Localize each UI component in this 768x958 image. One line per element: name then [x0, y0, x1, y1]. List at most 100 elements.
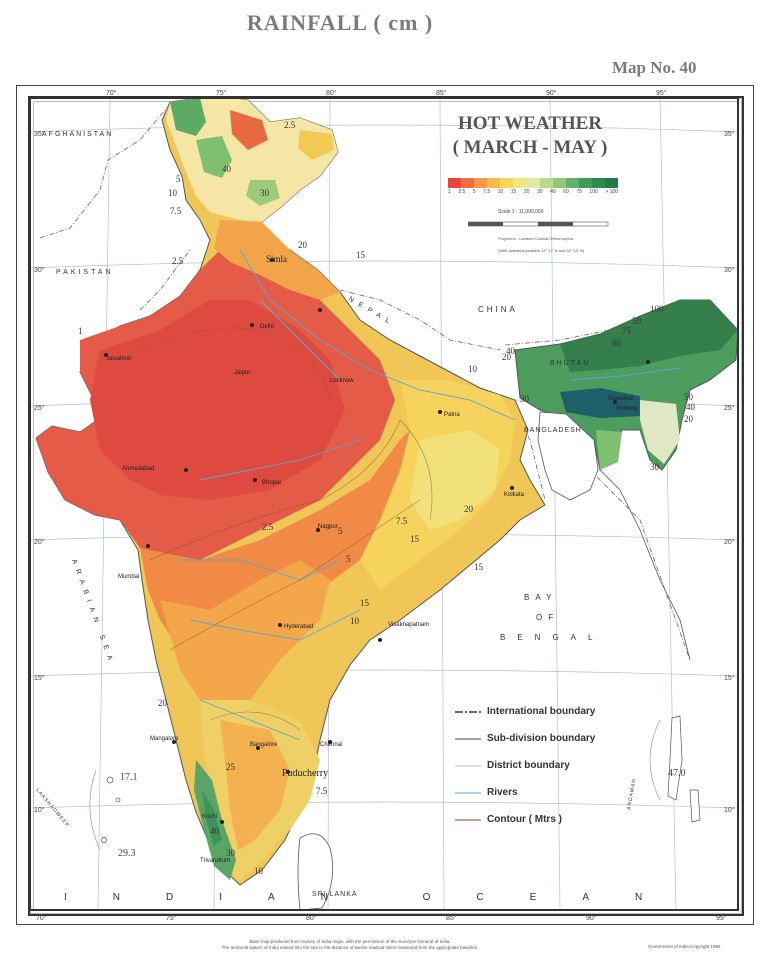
lon-label-70: 70°	[106, 89, 117, 97]
isohyet-label: 2.5	[262, 522, 274, 532]
label-bay-3: BENGAL	[500, 633, 604, 642]
isohyet-label: 15	[474, 562, 484, 572]
isohyet-label: 10	[168, 188, 178, 198]
scale-swatch	[500, 178, 514, 188]
scale-class-label: 1	[448, 189, 451, 195]
andaman-bracket	[649, 719, 661, 801]
legend-district-symbol	[455, 765, 481, 766]
isohyet-label: 30	[260, 188, 270, 198]
legend-international-symbol	[455, 710, 481, 713]
scale-class-label: 2.5	[458, 189, 466, 195]
map-legend: International boundary Sub-division boun…	[455, 698, 595, 833]
legend-contour-symbol	[455, 819, 481, 820]
map-title-line1: HOT WEATHER	[457, 113, 603, 134]
place-trivandrum: Trivandrum	[200, 858, 230, 864]
sri-lanka-outline	[297, 833, 334, 910]
lat-label-25: 25°	[34, 404, 45, 412]
scale-class-label: 20	[523, 189, 530, 195]
label-bangladesh: BANGLADESH	[524, 427, 582, 434]
isohyet-label: 5	[338, 526, 343, 536]
lat-label-30-right: 30°	[724, 266, 735, 274]
isohyet-label: 50	[684, 392, 694, 402]
scale-class-label: 60	[563, 189, 569, 195]
isohyet-label: 1	[78, 326, 83, 336]
footer-line-1: Base map produced from Survey of India m…	[249, 939, 451, 944]
legend-item: District boundary	[455, 752, 595, 779]
india-landmass	[35, 98, 546, 886]
lat-label-20: 20°	[34, 538, 45, 546]
label-bhutan: BHUTAN	[550, 360, 590, 367]
label-afghanistan: AFGHANISTAN	[42, 131, 113, 138]
rainfall-scale-labels: 1 2.5 5 7.5 10 15 20 30 40 60 75 100 > 100	[448, 189, 618, 195]
isohyet-label: 2.5	[172, 256, 184, 266]
isohyet-label: 20	[298, 240, 308, 250]
isohyet-label: 20	[684, 414, 694, 424]
lat-label-35: 35°	[34, 130, 45, 138]
isohyet-label: 30	[226, 848, 236, 858]
legend-label: International boundary	[487, 706, 596, 717]
legend-item: Rivers	[455, 779, 595, 806]
legend-rivers-symbol	[455, 792, 481, 793]
islands	[101, 715, 701, 843]
place-ahmedabad: Ahmedabad	[122, 466, 154, 472]
label-sri-lanka: SRI LANKA	[312, 891, 358, 898]
place-bhopal: Bhopal	[262, 480, 281, 486]
isohyet-label: 10	[468, 364, 478, 374]
lon-label-90-bottom: 90°	[586, 914, 597, 922]
lakshadweep-bracket	[89, 769, 101, 851]
scale-class-label: 40	[550, 189, 556, 195]
scale-class-label: 75	[576, 189, 582, 195]
legend-item: Sub-division boundary	[455, 725, 595, 752]
scale-swatch	[552, 178, 566, 188]
lat-label-10-right: 10°	[724, 806, 735, 814]
isohyet-label: 5	[346, 554, 351, 564]
scale-swatch	[461, 178, 475, 188]
isohyet-label: 30	[650, 462, 660, 472]
lat-label-35-right: 35°	[724, 130, 735, 138]
distance-scale-bar	[468, 221, 609, 227]
place-mangalore: Mangalore	[150, 736, 179, 742]
lat-label-30: 30°	[34, 266, 45, 274]
lon-label-75-bottom: 75°	[166, 914, 177, 922]
place-kolkata: Kolkata	[504, 492, 525, 498]
place-lucknow: Lucknow	[330, 378, 354, 384]
value-lakshadweep-south: 29.3	[118, 848, 136, 859]
copyright: Government of India Copyright 1996	[648, 944, 721, 949]
lat-label-15: 15°	[34, 674, 45, 682]
outer-frame	[16, 85, 754, 925]
bangladesh-area	[537, 411, 599, 501]
place-bangalore: Bangalore	[250, 742, 278, 748]
lon-label-75: 75°	[216, 89, 227, 97]
map-title: HOT WEATHER ( MARCH - MAY )	[430, 112, 630, 160]
lon-label-80-bottom: 80°	[306, 914, 317, 922]
isohyet-label: 15	[360, 598, 370, 608]
label-indian-ocean: INDIAN OCEAN	[64, 892, 688, 903]
label-bay-2: OF	[536, 613, 559, 622]
scale-class-label: > 100	[605, 189, 618, 195]
isohyet-label: 20	[502, 352, 512, 362]
isohyet-label: 15	[356, 250, 366, 260]
legend-item: Contour ( Mtrs )	[455, 806, 595, 833]
myanmar-coast	[599, 469, 691, 661]
label-china: CHINA	[478, 305, 518, 314]
footer-line-2: The territorial waters of India extend i…	[221, 945, 479, 950]
place-jaisalmer: Jaisalmer	[106, 356, 132, 362]
place-nagpur: Nagpur	[318, 524, 338, 530]
place-hyderabad: Hyderabad	[284, 624, 313, 630]
lon-label-80: 80°	[326, 89, 337, 97]
isohyet-label: 40	[210, 826, 220, 836]
isohyet-label: 15	[410, 534, 420, 544]
scale-swatch	[448, 178, 462, 188]
lat-label-10: 10°	[34, 806, 45, 814]
legend-label: Contour ( Mtrs )	[487, 814, 562, 825]
place-kochi: Kochi	[202, 814, 217, 820]
projection-text: Projection : Lambert Conical Orthomorphi…	[498, 236, 574, 241]
scale-swatch	[539, 178, 553, 188]
lon-label-85-bottom: 85°	[446, 914, 457, 922]
isohyet-label: 20	[464, 504, 474, 514]
scale-swatch	[526, 178, 540, 188]
isohyet-label: 7.5	[396, 516, 408, 526]
scale-class-label: 7.5	[483, 189, 491, 195]
isohyet-label: 75	[622, 326, 632, 336]
